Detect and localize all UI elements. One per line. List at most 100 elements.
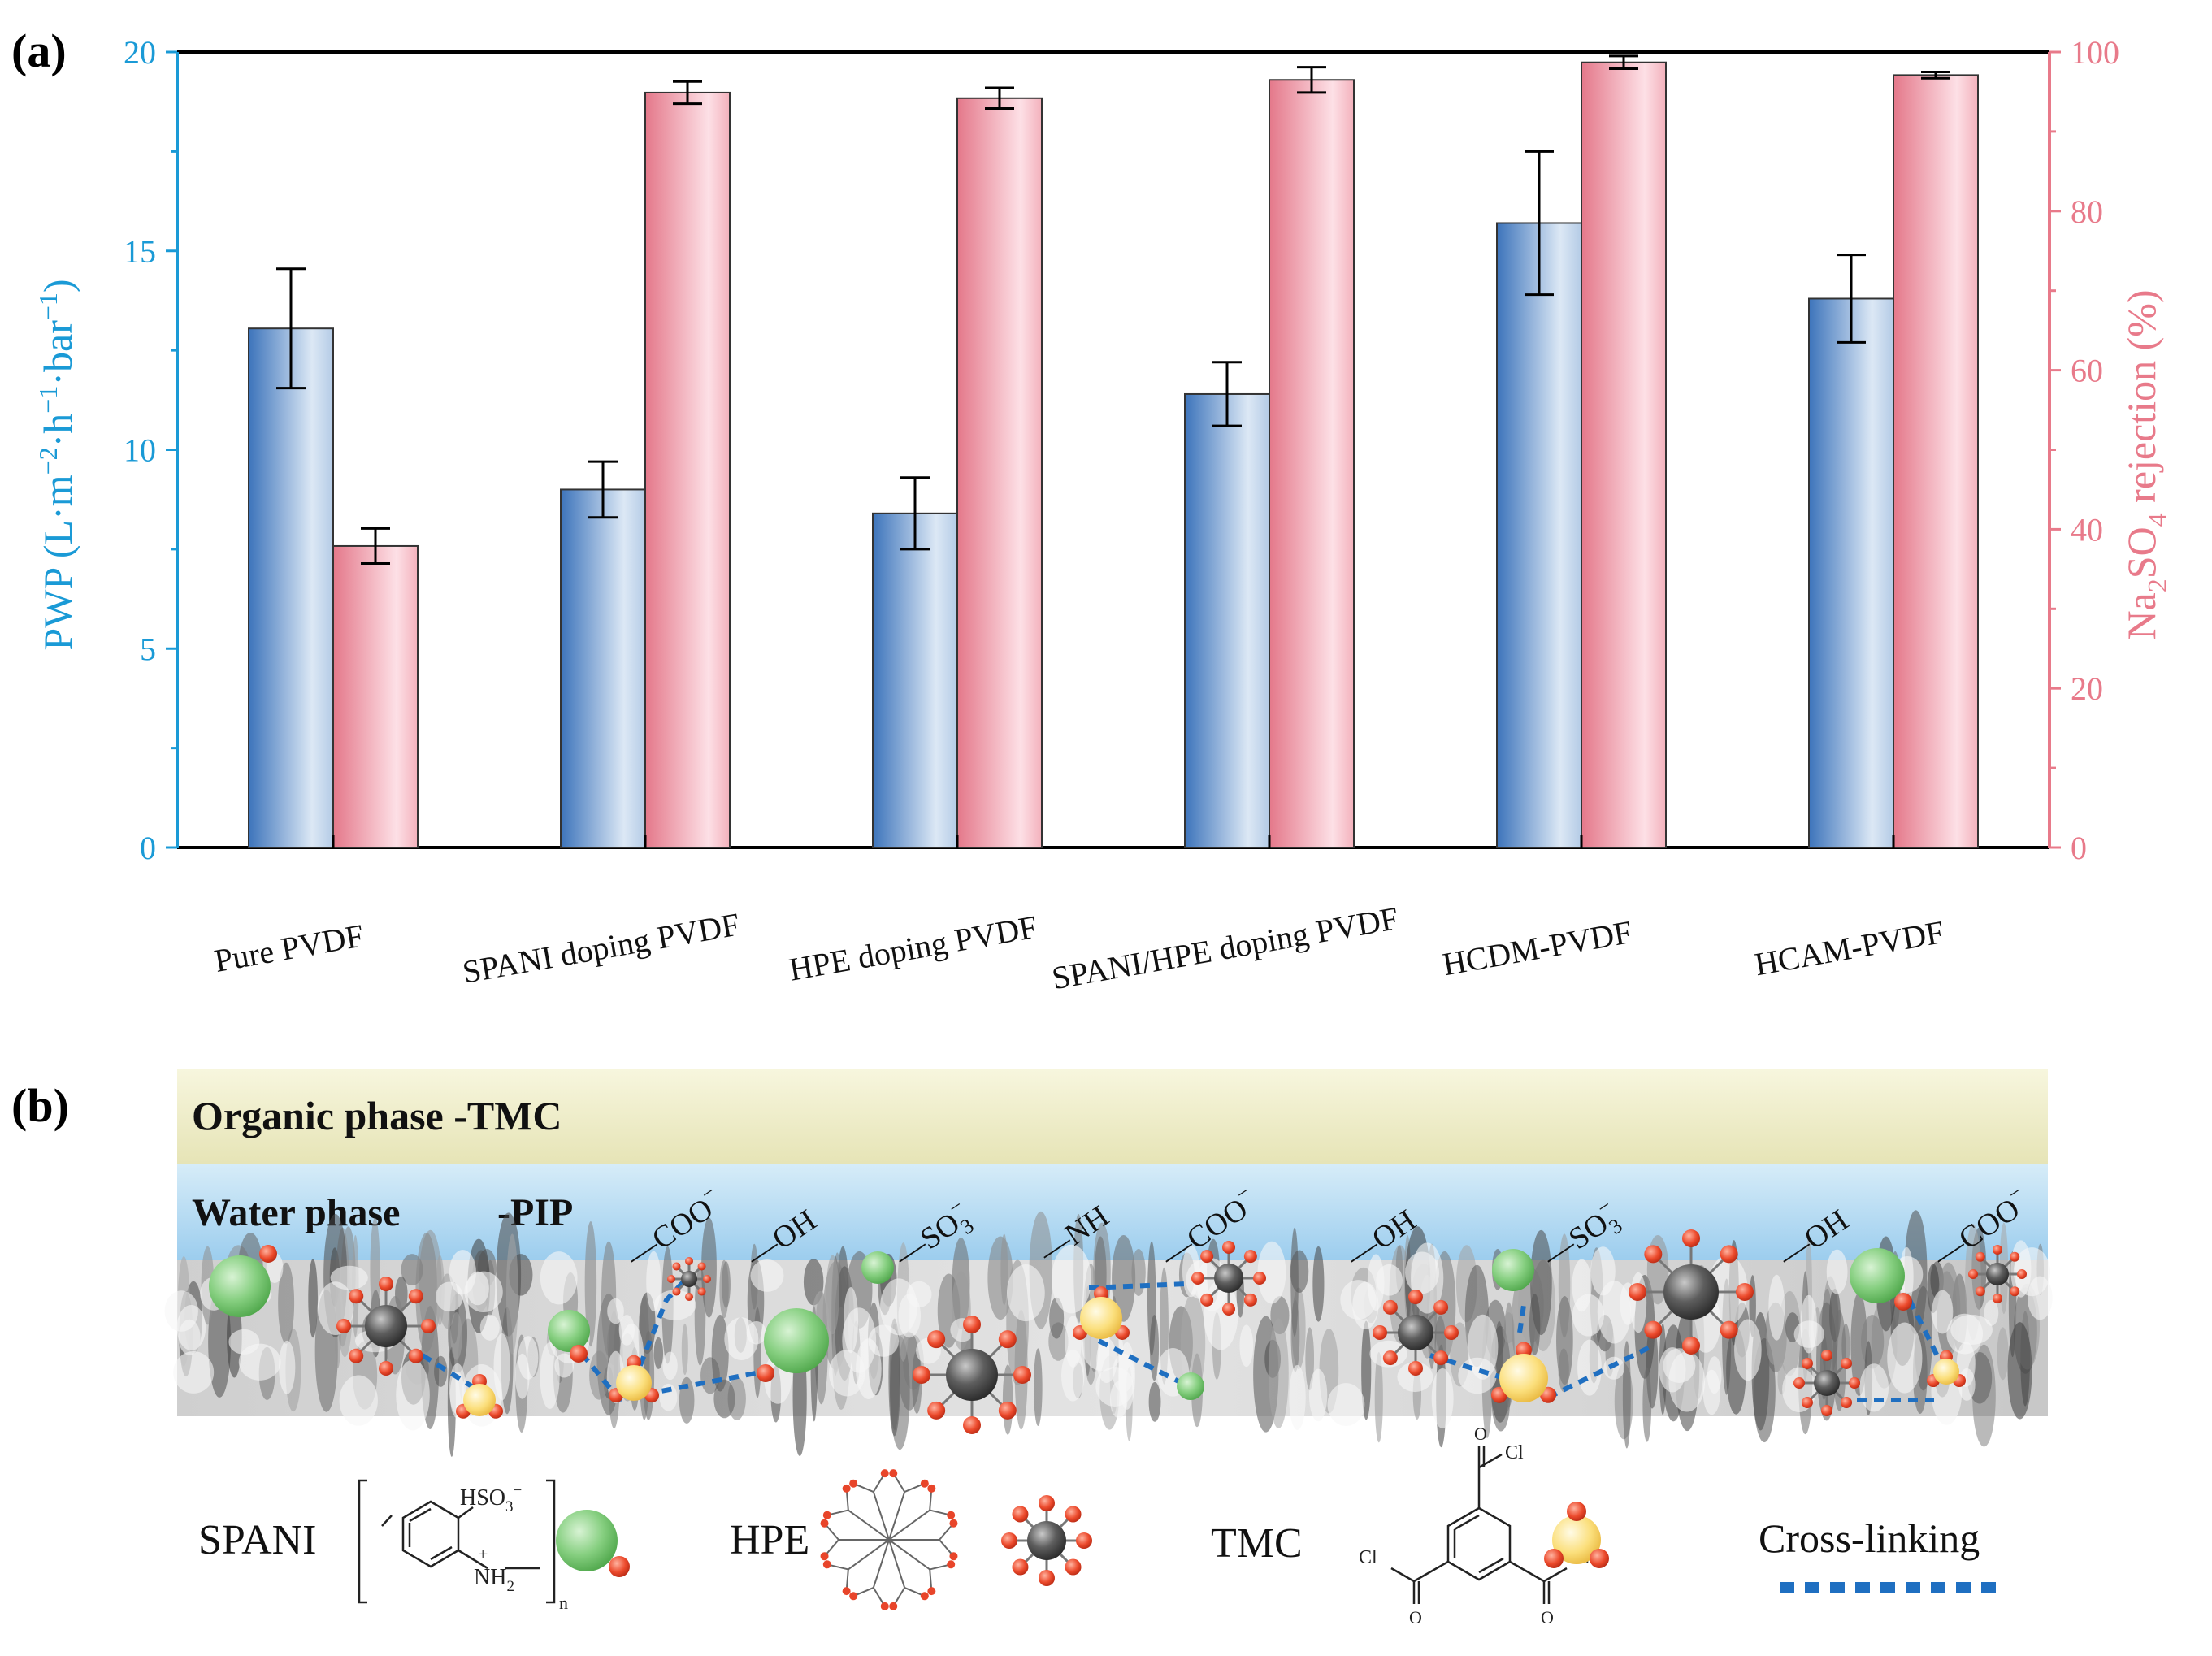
hpe-core xyxy=(1027,1521,1066,1560)
tmc-sphere xyxy=(1933,1359,1959,1385)
hpe-end-group xyxy=(1200,1293,1214,1307)
pore-highlight xyxy=(1467,1314,1499,1380)
pore-mark xyxy=(584,1221,597,1347)
pore-mark xyxy=(653,1337,664,1369)
legend-tmc-label: TMC xyxy=(1211,1520,1303,1567)
hpe-bond xyxy=(872,1491,883,1517)
hpe-end-group xyxy=(408,1348,423,1363)
category-label: HCDM-PVDF xyxy=(1440,913,1635,982)
spani-sphere xyxy=(764,1308,829,1373)
hpe-end-group xyxy=(1222,1303,1235,1316)
tmc-o-top: O xyxy=(1474,1424,1487,1444)
pore-mark xyxy=(1290,1299,1300,1372)
pore-mark xyxy=(505,1233,518,1355)
left-tick-label: 10 xyxy=(124,432,156,469)
pore-mark xyxy=(601,1241,617,1357)
hpe-core xyxy=(946,1349,998,1401)
hpe-end-group xyxy=(1736,1283,1754,1301)
hpe-end-group xyxy=(1200,1250,1214,1264)
pore-highlight xyxy=(1859,1363,1889,1412)
pwp-bar xyxy=(1496,222,1582,848)
pore-mark xyxy=(589,1350,609,1400)
legend-crosslinking-label: Cross-linking xyxy=(1759,1515,1980,1561)
rejection-bar xyxy=(956,97,1043,849)
pore-mark xyxy=(1000,1233,1008,1306)
pore-highlight xyxy=(1052,1244,1091,1314)
hpe-end-group xyxy=(1968,1269,1978,1279)
pore-highlight xyxy=(1702,1369,1720,1415)
hpe-end-group xyxy=(1076,1532,1092,1549)
pore-highlight xyxy=(518,1336,539,1380)
hpe-end-group xyxy=(1373,1325,1387,1340)
hpe-end-group xyxy=(1682,1337,1700,1355)
pore-highlight xyxy=(607,1298,624,1324)
schematic-legend: SPANI HSO3− NH2 + n HPE TMC xyxy=(198,1424,2001,1628)
left-tick-label: 0 xyxy=(140,830,156,866)
rejection-bar xyxy=(644,91,731,848)
chart-error-bars xyxy=(276,54,1950,565)
spani-end-group xyxy=(259,1245,277,1263)
pore-highlight xyxy=(540,1342,560,1409)
hpe-end-group xyxy=(1433,1350,1449,1366)
hpe-end-group xyxy=(927,1401,946,1420)
pore-highlight xyxy=(1239,1324,1254,1368)
pore-highlight xyxy=(1793,1320,1824,1348)
pore-highlight xyxy=(396,1359,430,1431)
pore-mark xyxy=(1305,1327,1315,1391)
rejection-bar xyxy=(332,544,419,848)
hpe-terminal-group xyxy=(949,1552,958,1561)
hpe-end-group xyxy=(1801,1357,1813,1369)
pore-highlight xyxy=(238,1343,281,1381)
pore-mark xyxy=(1034,1348,1043,1426)
pore-highlight xyxy=(1065,1316,1082,1368)
crosslink-lines xyxy=(421,1273,1946,1402)
hpe-end-group xyxy=(1821,1350,1832,1361)
pore-highlight xyxy=(1603,1356,1624,1380)
pore-highlight xyxy=(1257,1241,1286,1304)
left-axis-label: PWP (L·m−2·h−1·bar−1) xyxy=(33,279,80,650)
pore-mark xyxy=(826,1255,839,1335)
hpe-end-group xyxy=(697,1287,706,1296)
hpe-bond xyxy=(896,1563,906,1589)
hpe-terminal-group xyxy=(880,1469,889,1478)
right-tick-label: 80 xyxy=(2071,193,2103,230)
pore-mark xyxy=(1361,1320,1372,1420)
spani-end-group xyxy=(570,1345,588,1363)
tmc-cl-top: Cl xyxy=(1505,1442,1524,1463)
hpe-end-group xyxy=(1382,1299,1398,1315)
pore-mark xyxy=(1642,1367,1652,1442)
organic-phase-band xyxy=(177,1069,2048,1164)
hpe-end-group xyxy=(1253,1272,1266,1285)
hpe-core xyxy=(1398,1315,1433,1350)
hpe-terminal-group xyxy=(920,1592,929,1601)
hpe-terminal-group xyxy=(927,1484,936,1493)
crosslink-line xyxy=(1546,1345,1651,1400)
hpe-end-group xyxy=(1012,1558,1029,1576)
spani-sphere xyxy=(1850,1248,1905,1303)
hpe-bond xyxy=(880,1539,890,1563)
pore-highlight xyxy=(1826,1249,1848,1294)
hpe-terminal-group xyxy=(880,1602,889,1610)
category-labels: Pure PVDF SPANI doping PVDF HPE doping PVD… xyxy=(211,835,1947,996)
membrane-texture xyxy=(164,1210,2053,1457)
hpe-core xyxy=(681,1271,697,1287)
pore-mark xyxy=(1148,1381,1161,1422)
pore-mark xyxy=(278,1262,295,1344)
panel-a-label: (a) xyxy=(11,24,67,77)
pore-highlight xyxy=(1405,1251,1439,1294)
pore-mark xyxy=(681,1323,688,1376)
pore-highlight xyxy=(856,1338,882,1400)
hpe-end-group xyxy=(927,1330,946,1349)
pore-mark xyxy=(1112,1234,1136,1322)
pore-mark xyxy=(711,1315,729,1392)
pore-highlight xyxy=(1577,1339,1602,1396)
hpe-end-group xyxy=(1001,1532,1017,1549)
hpe-core xyxy=(365,1305,407,1347)
hpe-end-group xyxy=(1993,1294,2002,1303)
category-label: SPANI/HPE doping PVDF xyxy=(1049,900,1401,996)
hpe-terminal-group xyxy=(822,1560,831,1569)
rejection-bar xyxy=(1269,79,1355,848)
hpe-bond xyxy=(888,1539,909,1555)
pwp-bar xyxy=(1184,392,1270,849)
